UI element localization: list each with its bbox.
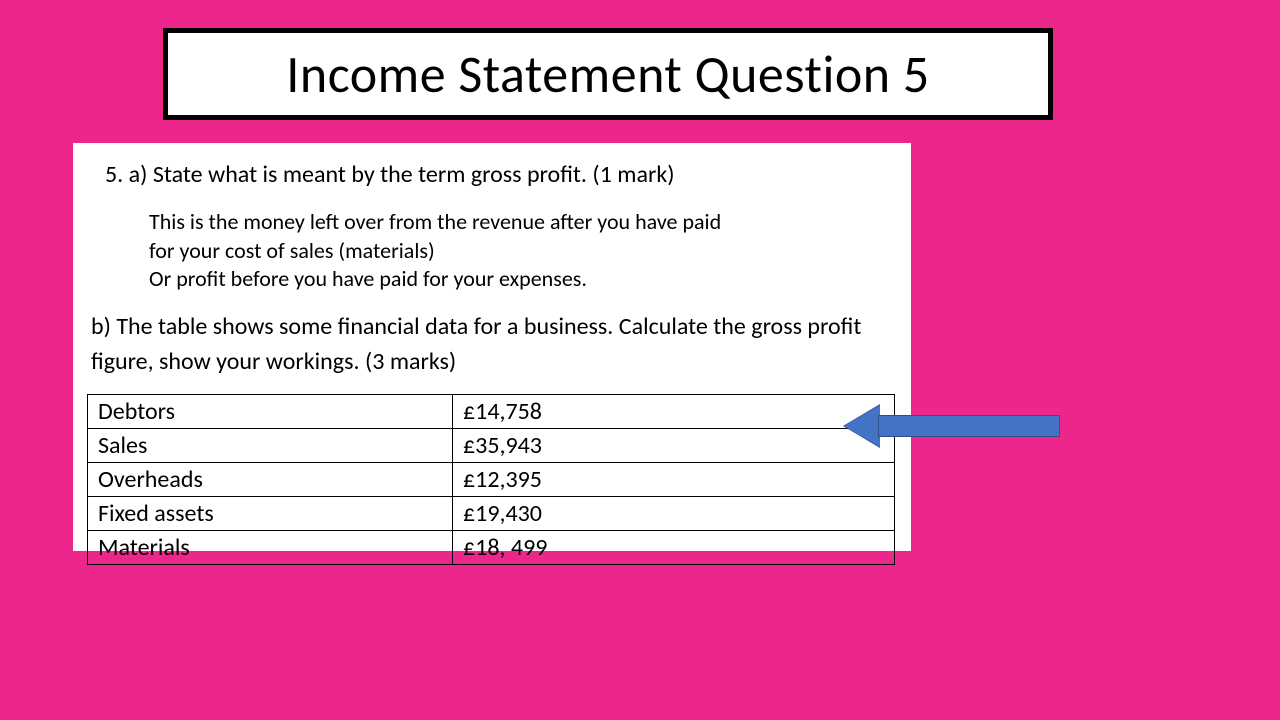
cell-value: £19,430 xyxy=(453,496,895,530)
question-b-line2: figure, show your workings. (3 marks) xyxy=(91,345,897,380)
cell-value: £12,395 xyxy=(453,462,895,496)
cell-label: Overheads xyxy=(88,462,453,496)
table-row: Sales £35,943 xyxy=(88,428,895,462)
cell-value: £14,758 xyxy=(453,394,895,428)
page-title: Income Statement Question 5 xyxy=(286,42,929,106)
table-row: Materials £18, 499 xyxy=(88,530,895,564)
arrow-head xyxy=(844,405,880,447)
arrow-shaft xyxy=(878,415,1060,437)
cell-label: Fixed assets xyxy=(88,496,453,530)
cell-label: Materials xyxy=(88,530,453,564)
cell-label: Debtors xyxy=(88,394,453,428)
answer-a-line1: This is the money left over from the rev… xyxy=(149,208,897,237)
pointer-arrow-icon xyxy=(844,405,1060,447)
question-content: 5. a) State what is meant by the term gr… xyxy=(73,143,911,551)
answer-a: This is the money left over from the rev… xyxy=(149,208,897,294)
financial-data-table: Debtors £14,758 Sales £35,943 Overheads … xyxy=(87,394,895,565)
cell-value: £18, 499 xyxy=(453,530,895,564)
question-b-line1: b) The table shows some financial data f… xyxy=(91,310,897,345)
answer-a-line3: Or profit before you have paid for your … xyxy=(149,265,897,294)
question-a: 5. a) State what is meant by the term gr… xyxy=(105,159,897,190)
table-row: Fixed assets £19,430 xyxy=(88,496,895,530)
table-row: Overheads £12,395 xyxy=(88,462,895,496)
cell-label: Sales xyxy=(88,428,453,462)
question-b: b) The table shows some financial data f… xyxy=(91,310,897,380)
answer-a-line2: for your cost of sales (materials) xyxy=(149,237,897,266)
title-container: Income Statement Question 5 xyxy=(163,28,1053,120)
cell-value: £35,943 xyxy=(453,428,895,462)
table-row: Debtors £14,758 xyxy=(88,394,895,428)
